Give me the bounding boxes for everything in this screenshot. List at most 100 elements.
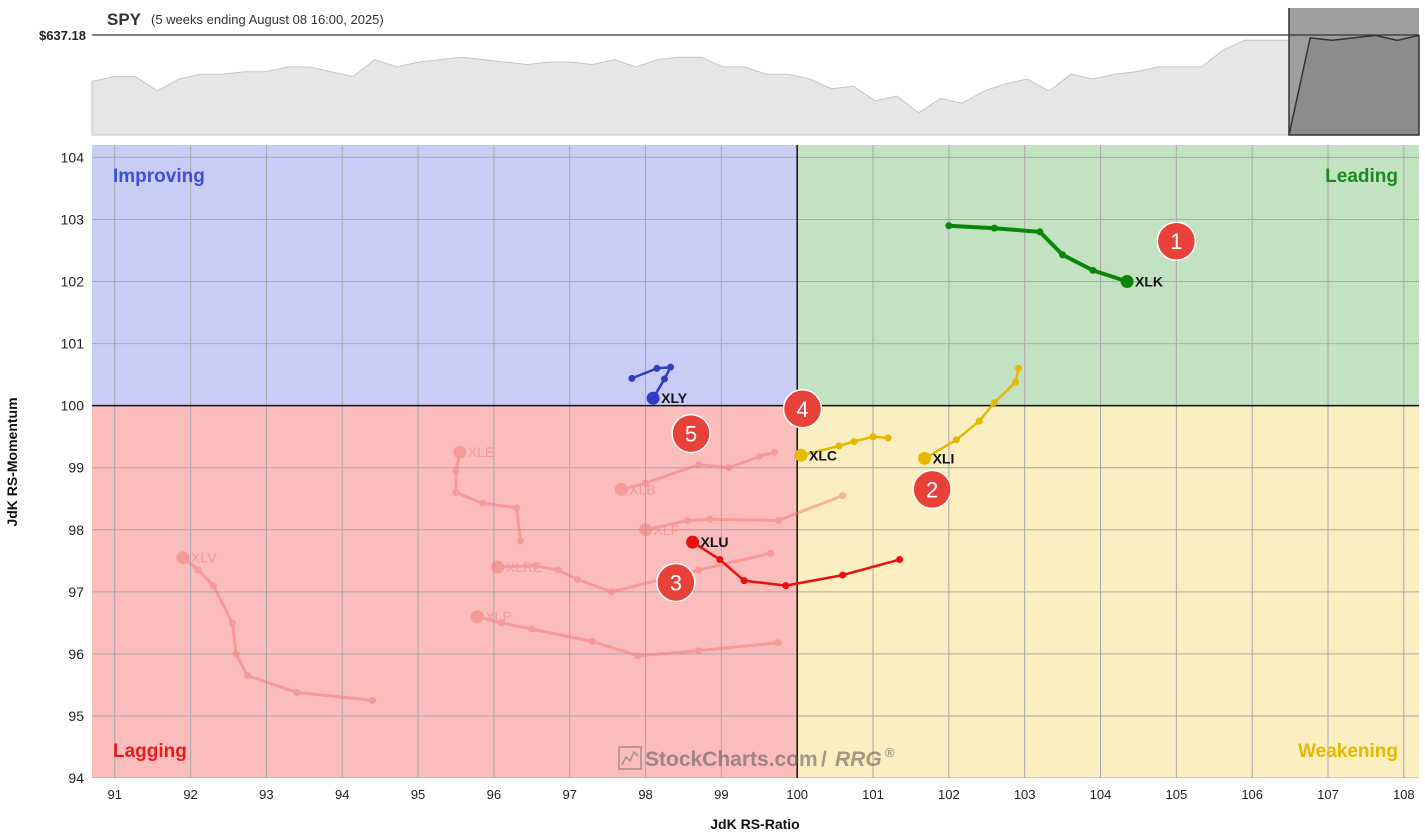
tail-point[interactable] <box>850 438 858 446</box>
tail-point[interactable] <box>607 588 615 596</box>
tail-xlv: XLV <box>176 550 377 704</box>
tail-point[interactable] <box>945 222 953 230</box>
tail-point[interactable] <box>767 549 775 557</box>
tail-point[interactable] <box>896 556 904 564</box>
tail-head-point[interactable] <box>686 535 700 549</box>
tail-point[interactable] <box>835 442 843 450</box>
quadrant-improving <box>92 145 798 406</box>
tail-point[interactable] <box>1036 228 1044 236</box>
tail-point[interactable] <box>628 374 636 382</box>
tail-point[interactable] <box>716 556 724 564</box>
tail-xli: XLI <box>918 364 1023 466</box>
tail-point[interactable] <box>497 619 505 627</box>
tail-point[interactable] <box>975 417 983 425</box>
tail-point[interactable] <box>1015 364 1023 372</box>
badge-number: 3 <box>670 571 682 596</box>
tail-point[interactable] <box>653 364 661 372</box>
tail-label: XLK <box>1135 274 1163 290</box>
y-tick-label: 103 <box>61 211 85 227</box>
badge-1: 1 <box>1156 221 1197 261</box>
tail-point[interactable] <box>588 637 596 645</box>
badge-5: 5 <box>671 413 711 454</box>
watermark-separator: / <box>821 748 827 771</box>
tail-point[interactable] <box>516 537 524 545</box>
tail-point[interactable] <box>683 516 691 524</box>
price-area <box>91 34 1420 136</box>
x-tick-label: 107 <box>1317 787 1339 802</box>
tail-label: XLI <box>933 450 955 466</box>
tail-head-point[interactable] <box>453 445 467 459</box>
tail-line <box>181 556 375 702</box>
tail-point[interactable] <box>695 566 703 574</box>
tail-point[interactable] <box>839 492 847 500</box>
tail-point[interactable] <box>243 672 251 680</box>
tail-xlc: XLC <box>794 433 892 463</box>
tail-head-point[interactable] <box>176 551 190 565</box>
tail-label: XLP <box>485 609 511 625</box>
y-tick-label: 99 <box>68 460 84 476</box>
tail-point[interactable] <box>209 582 217 590</box>
tail-point[interactable] <box>869 433 877 441</box>
tail-point[interactable] <box>513 504 521 512</box>
tail-xly: XLY <box>628 363 688 406</box>
tail-point[interactable] <box>740 577 748 585</box>
tail-point[interactable] <box>554 566 562 574</box>
tail-head-point[interactable] <box>639 523 653 537</box>
quadrant-label-leading: Leading <box>1325 166 1398 187</box>
tail-head-point[interactable] <box>614 482 628 496</box>
badge-4: 4 <box>782 389 823 429</box>
tail-point[interactable] <box>990 399 998 407</box>
y-tick-label: 97 <box>68 584 84 600</box>
highlighted-tails: XLK XLI XLC XLU XLY <box>628 222 1163 590</box>
tail-point[interactable] <box>990 224 998 232</box>
tail-point[interactable] <box>706 515 714 523</box>
tail-point[interactable] <box>661 375 669 383</box>
x-tick-label: 99 <box>714 787 728 802</box>
tail-point[interactable] <box>634 652 642 660</box>
tail-point[interactable] <box>369 696 377 704</box>
x-axis-title: JdK RS-Ratio <box>710 816 799 832</box>
tail-point[interactable] <box>839 571 847 579</box>
tail-head-point[interactable] <box>646 391 660 405</box>
tail-head-point[interactable] <box>1120 275 1134 289</box>
tail-point[interactable] <box>695 461 703 469</box>
tail-point[interactable] <box>228 619 236 627</box>
tail-point[interactable] <box>770 448 778 456</box>
tail-point[interactable] <box>532 562 540 570</box>
y-tick-label: 94 <box>68 770 84 786</box>
tail-head-point[interactable] <box>794 448 808 462</box>
tail-point[interactable] <box>293 688 301 696</box>
tail-point[interactable] <box>479 499 487 507</box>
x-tick-label: 96 <box>487 787 501 802</box>
tail-point[interactable] <box>695 647 703 655</box>
tail-head-point[interactable] <box>491 560 505 574</box>
tail-point[interactable] <box>782 582 790 590</box>
tail-point[interactable] <box>1089 266 1097 274</box>
tail-point[interactable] <box>755 453 763 461</box>
tail-point[interactable] <box>774 516 782 524</box>
tail-point[interactable] <box>952 436 960 444</box>
tail-point[interactable] <box>194 566 202 574</box>
tail-label: XLB <box>629 481 655 497</box>
tail-head-point[interactable] <box>918 451 932 465</box>
tail-point[interactable] <box>725 464 733 472</box>
tail-point[interactable] <box>1059 251 1067 259</box>
y-tick-label: 101 <box>61 336 85 352</box>
tail-head-point[interactable] <box>470 610 484 624</box>
x-tick-label: 94 <box>335 787 349 802</box>
tail-point[interactable] <box>573 575 581 583</box>
x-tick-label: 91 <box>108 787 122 802</box>
x-tick-label: 101 <box>862 787 884 802</box>
tail-point[interactable] <box>774 639 782 647</box>
tail-point[interactable] <box>667 363 675 371</box>
tail-xlu: XLU <box>686 534 904 590</box>
tail-point[interactable] <box>452 467 460 475</box>
tail-point[interactable] <box>642 479 650 487</box>
tail-point[interactable] <box>232 650 240 658</box>
tail-point[interactable] <box>528 625 536 633</box>
tail-line <box>691 540 901 587</box>
tail-point[interactable] <box>1012 378 1020 386</box>
tail-label: XLV <box>191 550 217 566</box>
tail-point[interactable] <box>884 434 892 442</box>
tail-point[interactable] <box>452 489 460 497</box>
